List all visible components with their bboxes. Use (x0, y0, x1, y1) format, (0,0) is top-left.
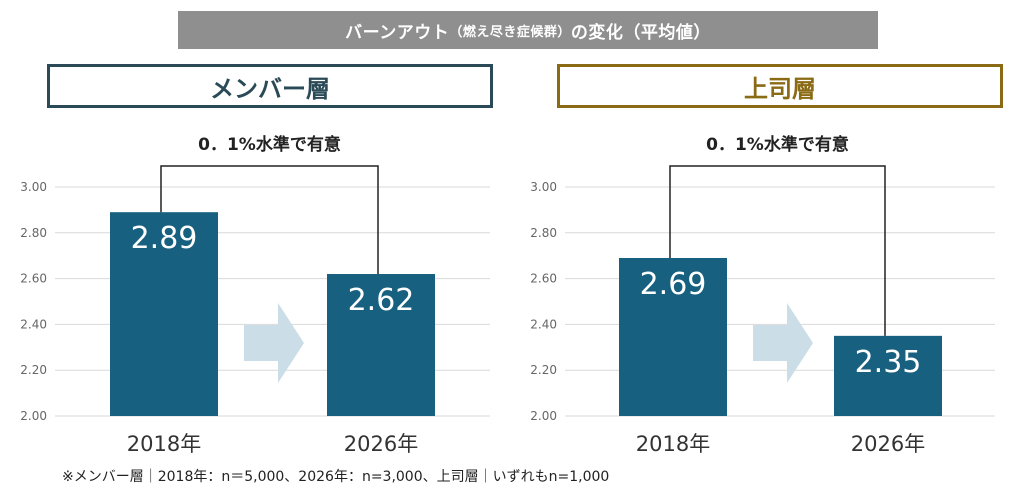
member-ytick-label: 3.00 (20, 180, 47, 194)
member-category-label: 2026年 (344, 432, 418, 456)
boss-significance-bracket (669, 165, 886, 336)
member-ytick-label: 2.40 (20, 317, 47, 331)
boss-bar-value-label: 2.69 (640, 267, 707, 302)
member-bar (110, 212, 218, 416)
boss-significance-label: 0．1%水準で有意 (706, 134, 849, 155)
boss-ytick-label: 2.00 (530, 409, 557, 423)
footnote: ※メンバー層｜2018年：n＝5,000、2026年：n=3,000、上司層｜い… (62, 469, 610, 485)
chart-title-bar: バーンアウト （燃え尽き症候群） の変化（平均値） (178, 11, 878, 49)
boss-ytick-label: 2.80 (530, 226, 557, 240)
boss-bar (834, 335, 942, 416)
boss-bar-value-label: 2.35 (855, 345, 922, 380)
title-tail: の変化（平均値） (570, 22, 711, 43)
boss-ytick-label: 2.20 (530, 363, 557, 377)
boss-panel-label: 上司層 (557, 64, 1003, 108)
member-ytick-label: 2.80 (20, 226, 47, 240)
member-panel-label: メンバー層 (47, 64, 493, 108)
member-significance-bracket (160, 165, 379, 275)
member-ytick-label: 2.20 (20, 363, 47, 377)
member-significance-label: 0．1%水準で有意 (198, 134, 341, 155)
member-bar-value-label: 2.62 (348, 283, 415, 318)
member-change-arrow (244, 303, 304, 383)
boss-bar (619, 257, 727, 416)
member-category-label: 2018年 (127, 432, 201, 456)
boss-ytick-label: 3.00 (530, 180, 557, 194)
boss-ytick-label: 2.40 (530, 317, 557, 331)
member-bar-value-label: 2.89 (131, 221, 198, 256)
boss-category-label: 2018年 (636, 432, 710, 456)
title-small: （燃え尽き症候群） (449, 24, 571, 40)
member-bar (327, 274, 435, 416)
title-main: バーンアウト (345, 22, 450, 43)
boss-ytick-label: 2.60 (530, 272, 557, 286)
boss-category-label: 2026年 (851, 432, 925, 456)
boss-change-arrow (753, 303, 813, 383)
member-ytick-label: 2.00 (20, 409, 47, 423)
member-ytick-label: 2.60 (20, 272, 47, 286)
